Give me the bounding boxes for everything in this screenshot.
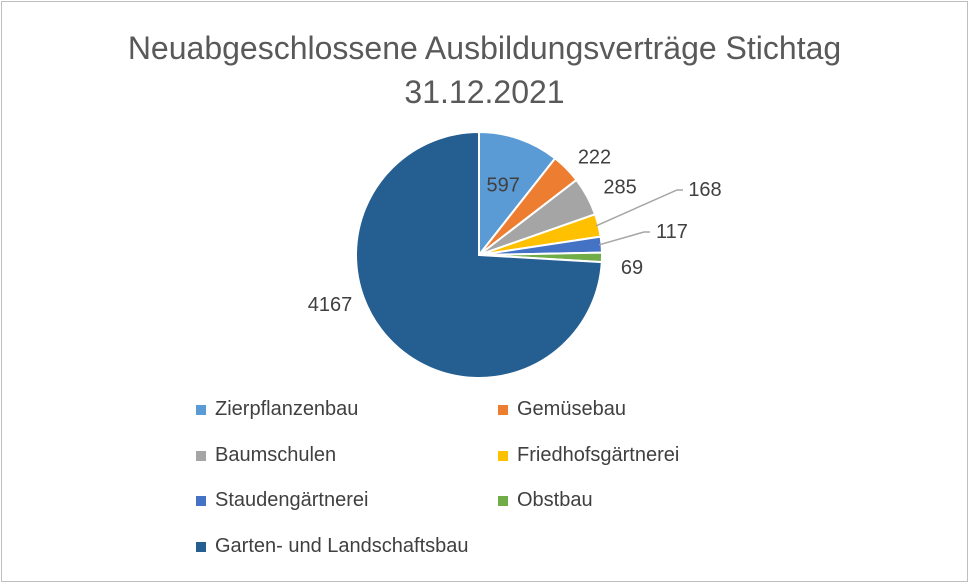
chart-title-line-2: 31.12.2021 bbox=[404, 74, 565, 110]
data-label-3: 168 bbox=[688, 179, 721, 201]
legend-item-4: Staudengärtnerei bbox=[196, 489, 368, 512]
leader-line-4 bbox=[598, 231, 650, 246]
data-label-6: 4167 bbox=[308, 294, 353, 316]
chart-title: Neuabgeschlossene Ausbildungsverträge St… bbox=[0, 26, 969, 114]
legend-swatch-5 bbox=[498, 495, 508, 506]
legend-label-4: Staudengärtnerei bbox=[215, 489, 369, 511]
data-label-1: 222 bbox=[578, 146, 611, 168]
legend-item-1: Gemüsebau bbox=[498, 398, 626, 421]
legend-swatch-0 bbox=[196, 404, 206, 415]
legend-label-3: Friedhofsgärtnerei bbox=[517, 444, 680, 466]
data-label-0: 597 bbox=[486, 174, 519, 196]
legend-label-2: Baumschulen bbox=[215, 444, 337, 466]
pie-slice-0 bbox=[478, 130, 557, 258]
legend-item-6: Garten- und Landschaftsbau bbox=[196, 535, 469, 558]
legend-label-5: Obstbau bbox=[517, 489, 593, 511]
legend-swatch-1 bbox=[498, 404, 508, 415]
legend-label-6: Garten- und Landschaftsbau bbox=[215, 535, 469, 557]
legend-item-5: Obstbau bbox=[498, 489, 593, 512]
chart-title-line-1: Neuabgeschlossene Ausbildungsverträge St… bbox=[127, 30, 842, 66]
data-label-2: 285 bbox=[603, 177, 636, 199]
legend-item-2: Baumschulen bbox=[196, 444, 336, 467]
legend-item-3: Friedhofsgärtnerei bbox=[498, 444, 679, 467]
legend-label-1: Gemüsebau bbox=[517, 398, 626, 420]
legend-swatch-4 bbox=[196, 495, 206, 506]
legend-swatch-6 bbox=[196, 541, 206, 552]
legend-swatch-3 bbox=[498, 450, 508, 461]
legend-label-0: Zierpflanzenbau bbox=[215, 398, 359, 420]
leader-line-3 bbox=[595, 189, 683, 227]
pie-slice-6 bbox=[355, 130, 603, 379]
data-label-4: 117 bbox=[656, 221, 688, 243]
legend-swatch-2 bbox=[196, 450, 206, 461]
legend-item-0: Zierpflanzenbau bbox=[196, 398, 358, 421]
data-label-5: 69 bbox=[621, 257, 643, 279]
